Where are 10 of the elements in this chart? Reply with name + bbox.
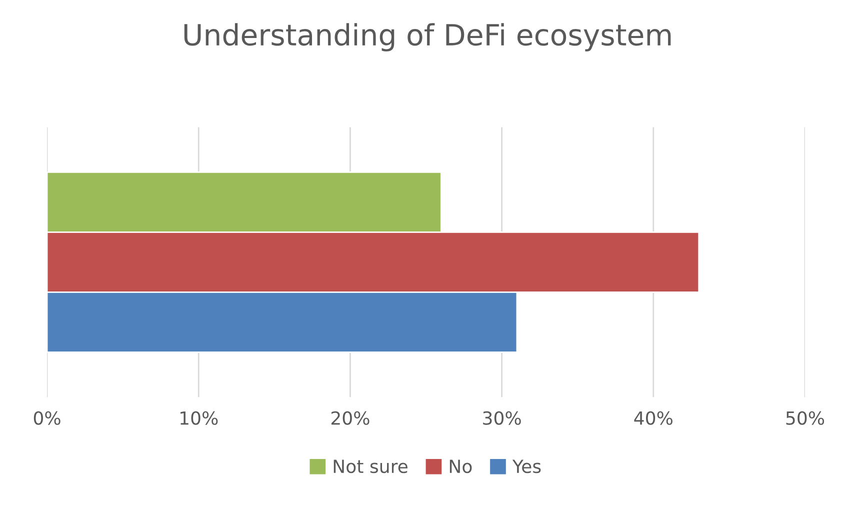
x-tick-label: 0% — [34, 411, 60, 425]
x-tick-label: 50% — [786, 411, 824, 425]
x-tick-label: 10% — [180, 411, 218, 425]
x-tick-label: 30% — [483, 411, 521, 425]
legend-label: Not sure — [334, 460, 408, 474]
legend-label: No — [450, 460, 472, 474]
x-tick-label: 40% — [634, 411, 672, 425]
x-tick-label: 20% — [331, 411, 370, 425]
legend-label: Yes — [512, 460, 541, 474]
chart-title: Understanding of DeFi ecosystem — [184, 23, 671, 52]
